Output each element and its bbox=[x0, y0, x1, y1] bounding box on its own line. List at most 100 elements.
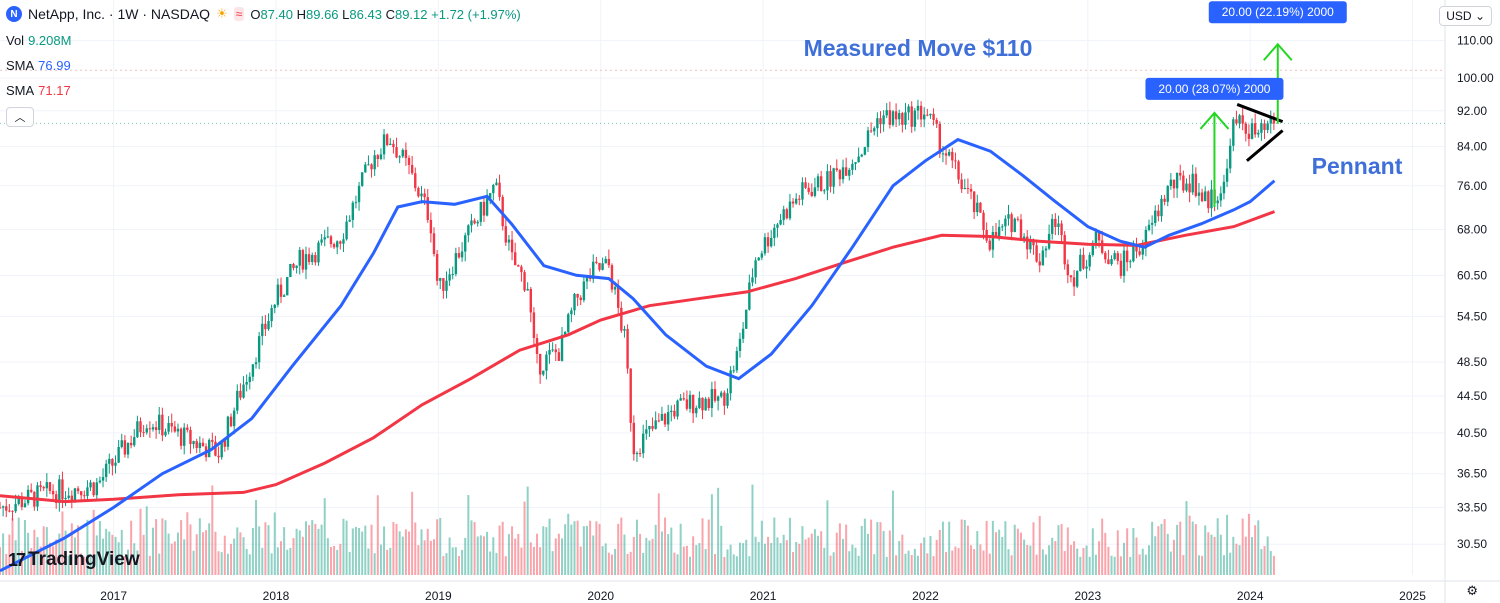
symbol-title[interactable]: NetApp, Inc. · 1W · NASDAQ bbox=[28, 6, 211, 22]
measure-badge-2-box bbox=[1208, 1, 1347, 24]
candle-body bbox=[604, 258, 607, 264]
volume-bar bbox=[517, 533, 520, 575]
volume-bar bbox=[1185, 501, 1188, 575]
candle-body bbox=[51, 490, 55, 495]
candle-body bbox=[457, 253, 461, 258]
volume-bar bbox=[17, 517, 20, 575]
volume-bar bbox=[526, 486, 529, 575]
volume-bar bbox=[639, 533, 642, 575]
candle-body bbox=[1091, 244, 1095, 256]
candle-body bbox=[39, 485, 42, 488]
sma50-legend[interactable]: SMA 76.99 bbox=[6, 58, 71, 73]
volume-bar bbox=[73, 537, 76, 575]
volume-bar bbox=[470, 520, 473, 575]
volume-bar bbox=[376, 495, 379, 575]
volume-bar bbox=[489, 551, 492, 575]
candle-body bbox=[570, 310, 573, 315]
volume-bar bbox=[1182, 555, 1185, 575]
volume-bar bbox=[982, 550, 985, 575]
candle-body bbox=[192, 441, 195, 445]
candle-body bbox=[542, 370, 545, 375]
volume-bar bbox=[1101, 518, 1104, 575]
volume-bar bbox=[720, 525, 723, 575]
candle-body bbox=[904, 112, 907, 125]
candle-body bbox=[891, 111, 895, 125]
candle-body bbox=[314, 255, 317, 263]
sun-icon[interactable]: ☀ bbox=[216, 6, 228, 21]
currency-selector[interactable]: USD ⌄ bbox=[1439, 6, 1492, 26]
candle-body bbox=[114, 462, 117, 466]
x-axis: 2017 2018 2019 2020 2021 2022 2023 2024 2025 bbox=[100, 589, 1426, 603]
candle-body bbox=[645, 429, 648, 434]
candle-body bbox=[195, 441, 198, 449]
settings-icon[interactable]: ⚙ bbox=[1466, 583, 1478, 598]
candle-body bbox=[1138, 251, 1141, 255]
candle-body bbox=[48, 482, 52, 491]
volume-bar bbox=[379, 544, 382, 575]
volume-bar bbox=[36, 537, 39, 575]
volume-bar bbox=[1157, 526, 1160, 575]
candle-body bbox=[1266, 123, 1269, 130]
volume-bar bbox=[1073, 541, 1076, 575]
volume-bar bbox=[217, 551, 220, 575]
candle-body bbox=[613, 286, 617, 290]
volume-bar bbox=[314, 523, 317, 575]
candle-body bbox=[1032, 239, 1035, 246]
x-tick-label: 2023 bbox=[1074, 589, 1101, 603]
candle-body bbox=[838, 170, 842, 180]
candle-body bbox=[382, 134, 386, 155]
volume-bar bbox=[1141, 548, 1144, 575]
volume-bar bbox=[23, 519, 26, 575]
volume-bar bbox=[476, 536, 479, 575]
candle-body bbox=[211, 439, 214, 442]
candle-body bbox=[58, 479, 61, 504]
candle-body bbox=[704, 398, 707, 411]
volume-bar bbox=[1197, 555, 1200, 575]
y-tick-label: 84.00 bbox=[1457, 140, 1487, 154]
candle-body bbox=[401, 149, 404, 157]
volume-bar bbox=[451, 547, 454, 575]
volume-bar bbox=[945, 552, 948, 575]
tradingview-logo: 17 TradingView bbox=[8, 549, 140, 570]
candle-body bbox=[295, 265, 298, 268]
volume-bar bbox=[876, 522, 879, 575]
candle-body bbox=[220, 440, 223, 458]
candle-body bbox=[826, 171, 829, 191]
volume-bar bbox=[173, 541, 176, 575]
candle-body bbox=[585, 275, 589, 282]
volume-bar bbox=[1129, 556, 1132, 575]
volume-bar bbox=[495, 552, 498, 575]
candle-body bbox=[1041, 250, 1045, 266]
candle-body bbox=[632, 422, 636, 455]
approx-icon[interactable]: ≈ bbox=[233, 7, 245, 21]
volume-bar bbox=[941, 521, 944, 575]
candle-body bbox=[201, 442, 205, 447]
candle-body bbox=[101, 477, 105, 481]
sma200-legend[interactable]: SMA 71.17 bbox=[6, 83, 71, 98]
candle-body bbox=[1257, 132, 1260, 135]
candle-body bbox=[551, 349, 554, 351]
candle-body bbox=[1210, 189, 1213, 209]
candle-body bbox=[673, 410, 676, 417]
candle-body bbox=[754, 260, 757, 278]
volume-bar bbox=[304, 521, 307, 575]
vol-legend[interactable]: Vol 9.208M bbox=[6, 33, 72, 48]
volume-bar bbox=[810, 533, 813, 575]
candle-body bbox=[236, 390, 239, 411]
candle-body bbox=[1238, 115, 1241, 124]
volume-bar bbox=[817, 535, 820, 575]
candle-body bbox=[791, 201, 795, 204]
collapse-legend-button[interactable]: ︿ bbox=[6, 107, 34, 127]
volume-bar bbox=[498, 525, 501, 575]
candle-body bbox=[682, 398, 685, 400]
candle-body bbox=[367, 164, 370, 166]
volume-bar bbox=[1263, 546, 1266, 575]
volume-bar bbox=[707, 519, 710, 575]
candle-body bbox=[1001, 226, 1004, 228]
volume-bar bbox=[1035, 554, 1038, 575]
candle-body bbox=[257, 336, 261, 363]
y-tick-label: 92.00 bbox=[1457, 104, 1487, 118]
candle-body bbox=[567, 314, 570, 333]
volume-bar bbox=[926, 553, 929, 575]
